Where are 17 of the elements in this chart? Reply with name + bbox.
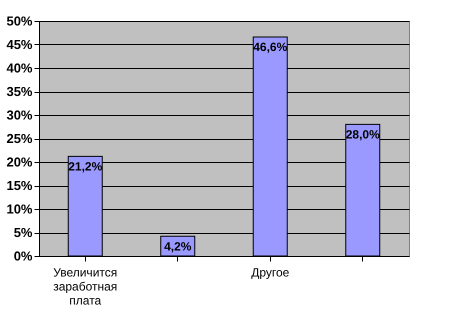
y-tick-label: 40% (6, 60, 33, 76)
y-tick-label: 35% (6, 84, 33, 99)
y-tick-label: 20% (6, 154, 33, 170)
y-tick-label: 10% (6, 202, 33, 216)
data-label: 28,0% (346, 127, 380, 142)
x-tick-label: Увеличится заработная плата (53, 266, 118, 308)
x-tick-label: Другое (251, 266, 290, 280)
data-label: 4,2% (164, 239, 192, 254)
y-tick-label: 30% (6, 108, 33, 122)
data-label: 46,6% (253, 40, 288, 54)
data-label: 21,2% (68, 159, 103, 174)
y-tick-label: 45% (6, 37, 33, 52)
y-tick-label: 0% (14, 248, 33, 264)
y-tick-label: 15% (6, 178, 33, 193)
y-tick-label: 25% (6, 131, 33, 146)
y-tick-label: 50% (6, 14, 33, 28)
y-tick-label: 5% (14, 225, 33, 240)
